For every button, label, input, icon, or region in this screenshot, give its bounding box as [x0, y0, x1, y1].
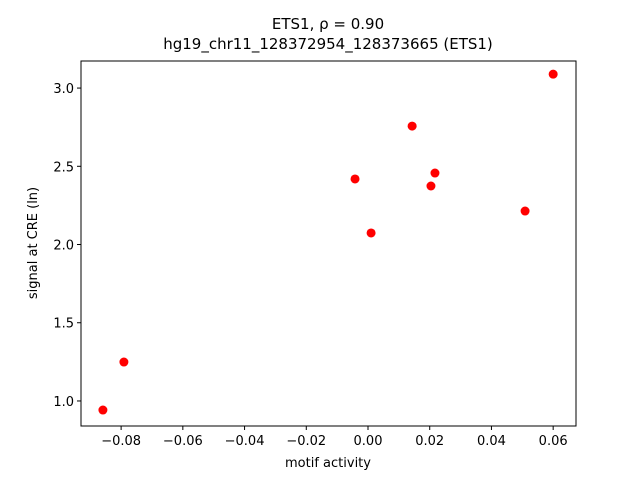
- point: [548, 69, 558, 79]
- point: [430, 168, 440, 178]
- x-tick-label: −0.06: [163, 434, 203, 449]
- x-tick-label: 0.06: [539, 434, 568, 449]
- y-tick-label: 2.5: [53, 160, 74, 175]
- chart-title: ETS1, ρ = 0.90: [272, 15, 384, 33]
- x-tick-label: 0.04: [477, 434, 506, 449]
- x-tick-label: 0.00: [354, 434, 383, 449]
- point: [366, 228, 376, 238]
- x-tick-label: −0.02: [286, 434, 326, 449]
- point: [119, 357, 129, 367]
- y-tick-label: 1.5: [53, 317, 74, 332]
- plot-frame: [80, 60, 577, 427]
- point: [350, 174, 360, 184]
- y-tick-label: 1.0: [53, 395, 74, 410]
- point: [98, 405, 108, 415]
- x-axis-label: motif activity: [285, 456, 371, 471]
- point: [426, 181, 436, 191]
- y-tick-label: 2.0: [53, 239, 74, 254]
- y-tick-label: 3.0: [53, 82, 74, 97]
- chart-subtitle: hg19_chr11_128372954_128373665 (ETS1): [163, 35, 493, 54]
- point: [520, 206, 530, 216]
- y-axis-label: signal at CRE (ln): [26, 187, 41, 299]
- point: [407, 121, 417, 131]
- x-tick-label: −0.04: [225, 434, 265, 449]
- x-tick-label: −0.08: [101, 434, 141, 449]
- x-tick-label: 0.02: [415, 434, 444, 449]
